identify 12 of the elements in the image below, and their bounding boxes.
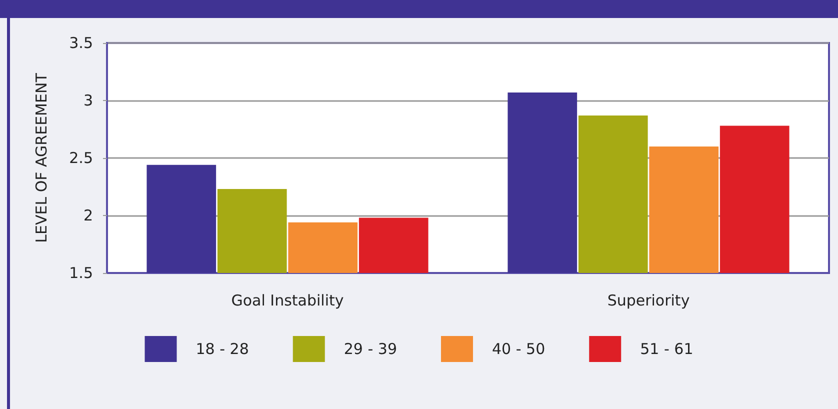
- y-tick-label: 3: [83, 92, 93, 110]
- legend-label: 51 - 61: [640, 340, 694, 358]
- legend-label: 40 - 50: [492, 340, 546, 358]
- y-tick-label: 2.5: [69, 149, 93, 167]
- y-tick-label: 2: [83, 206, 93, 224]
- legend-label: 18 - 28: [196, 340, 249, 358]
- y-tick-label: 1.5: [69, 264, 93, 282]
- y-axis-title: LEVEL OF AGREEMENT: [32, 72, 50, 243]
- y-tick-label: 3.5: [69, 34, 93, 52]
- legend-label: 29 - 39: [344, 340, 397, 358]
- x-tick-label: Goal Instability: [231, 292, 344, 310]
- x-tick-label: Superiority: [607, 292, 690, 310]
